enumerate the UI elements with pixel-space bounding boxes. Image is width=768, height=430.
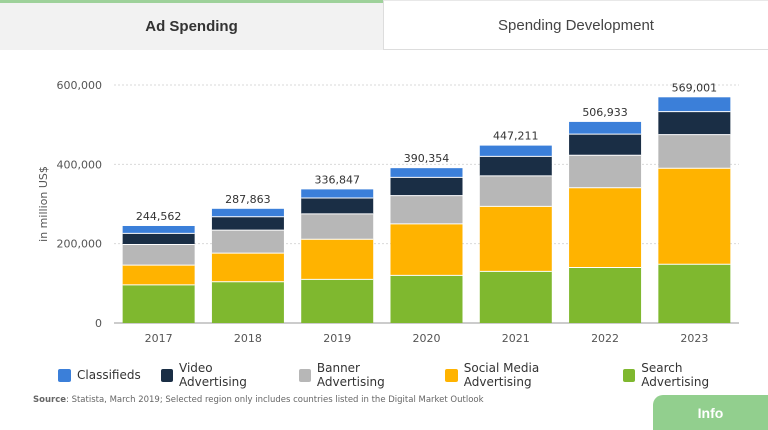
bar-stack-2017[interactable] — [122, 225, 195, 323]
bar-segment-video-advertising-2023[interactable] — [658, 111, 731, 135]
legend-label: Social Media Advertising — [463, 361, 540, 389]
y-tick-label: 200,000 — [57, 238, 103, 251]
x-tick-label: 2023 — [680, 332, 708, 345]
bar-segment-search-advertising-2019[interactable] — [301, 279, 374, 323]
info-button[interactable]: Info — [653, 395, 768, 430]
bar-segment-classifieds-2018[interactable] — [211, 208, 284, 217]
bar-stack-2020[interactable] — [390, 168, 463, 323]
bars — [122, 97, 731, 323]
bar-segment-banner-advertising-2020[interactable] — [390, 195, 463, 224]
source-text: : Statista, March 2019; Selected region … — [66, 395, 484, 405]
legend-item-classifieds[interactable]: Classifieds — [58, 368, 141, 382]
legend-swatch — [445, 368, 458, 382]
total-label-2017: 244,562 — [136, 210, 182, 223]
legend-item-social-media-advertising[interactable]: Social Media Advertising — [445, 361, 603, 389]
tab-ad-spending-label: Ad Spending — [145, 18, 238, 35]
total-label-2019: 336,847 — [314, 173, 360, 186]
bar-segment-search-advertising-2018[interactable] — [211, 281, 284, 323]
bar-segment-banner-advertising-2017[interactable] — [122, 244, 195, 266]
bar-segment-video-advertising-2019[interactable] — [301, 198, 374, 214]
legend-item-banner-advertising[interactable]: Banner Advertising — [298, 361, 426, 389]
bar-segment-banner-advertising-2021[interactable] — [479, 175, 552, 207]
legend-label: Banner Advertising — [316, 361, 385, 389]
source-label: Source — [33, 395, 67, 405]
bar-segment-banner-advertising-2023[interactable] — [658, 134, 731, 169]
total-label-2020: 390,354 — [404, 152, 450, 165]
bar-segment-classifieds-2022[interactable] — [569, 121, 642, 135]
bar-segment-search-advertising-2017[interactable] — [122, 284, 195, 323]
bar-segment-video-advertising-2022[interactable] — [569, 134, 642, 156]
bar-segment-social-media-advertising-2017[interactable] — [122, 265, 195, 285]
bar-segment-banner-advertising-2019[interactable] — [301, 213, 374, 240]
bar-stack-2019[interactable] — [301, 189, 374, 323]
bar-segment-video-advertising-2018[interactable] — [211, 216, 284, 231]
bar-segment-video-advertising-2021[interactable] — [479, 156, 552, 176]
bar-segment-search-advertising-2023[interactable] — [658, 264, 731, 323]
bar-segment-search-advertising-2021[interactable] — [479, 271, 552, 323]
x-tick-label: 2018 — [234, 332, 262, 345]
x-tick-label: 2017 — [145, 332, 173, 345]
x-tick-label: 2020 — [413, 332, 441, 345]
bar-stack-2023[interactable] — [658, 97, 731, 323]
source-note: Source: Statista, March 2019; Selected r… — [33, 395, 484, 405]
bar-segment-social-media-advertising-2023[interactable] — [658, 168, 731, 265]
x-tick-label: 2021 — [502, 332, 530, 345]
bar-segment-classifieds-2019[interactable] — [301, 189, 374, 199]
bar-segment-social-media-advertising-2020[interactable] — [390, 223, 463, 276]
tab-ad-spending[interactable]: Ad Spending — [0, 0, 383, 50]
legend: Classifieds Video Advertising Banner Adver… — [58, 361, 768, 389]
legend-label: Video Advertising — [179, 361, 247, 389]
bar-segment-classifieds-2017[interactable] — [122, 225, 195, 234]
legend-swatch — [160, 368, 174, 382]
bar-segment-social-media-advertising-2022[interactable] — [569, 187, 642, 268]
info-button-label: Info — [697, 404, 724, 421]
bar-segment-banner-advertising-2022[interactable] — [569, 155, 642, 188]
total-label-2022: 506,933 — [582, 106, 628, 119]
legend-label: Classifieds — [77, 368, 141, 382]
total-label-2018: 287,863 — [225, 193, 271, 206]
x-tick-label: 2019 — [323, 332, 351, 345]
bar-stack-2021[interactable] — [479, 145, 552, 323]
bar-segment-banner-advertising-2018[interactable] — [211, 230, 284, 254]
x-tick-label: 2022 — [591, 332, 619, 345]
tab-bar: Ad Spending Spending Development — [0, 0, 768, 50]
bar-stack-2022[interactable] — [569, 121, 642, 323]
y-axis-label: in million US$ — [37, 166, 50, 242]
legend-swatch — [622, 368, 636, 382]
legend-item-video-advertising[interactable]: Video Advertising — [160, 361, 279, 389]
bar-segment-search-advertising-2022[interactable] — [569, 267, 642, 323]
total-label-2023: 569,001 — [672, 81, 718, 94]
bar-segment-classifieds-2023[interactable] — [658, 97, 731, 112]
bar-segment-video-advertising-2017[interactable] — [122, 233, 195, 245]
y-tick-label: 0 — [95, 317, 102, 330]
tab-spending-development[interactable]: Spending Development — [383, 0, 768, 50]
tab-spending-development-label: Spending Development — [498, 16, 654, 34]
legend-label: Search Advertising — [641, 361, 710, 389]
legend-swatch — [58, 368, 71, 382]
bar-segment-classifieds-2020[interactable] — [390, 168, 463, 178]
total-label-2021: 447,211 — [493, 130, 539, 143]
bar-segment-video-advertising-2020[interactable] — [390, 177, 463, 196]
y-tick-label: 400,000 — [57, 158, 103, 171]
legend-item-search-advertising[interactable]: Search Advertising — [622, 361, 748, 389]
bar-segment-classifieds-2021[interactable] — [479, 145, 552, 157]
bar-segment-search-advertising-2020[interactable] — [390, 275, 463, 323]
y-tick-label: 600,000 — [57, 79, 103, 92]
chart-labels: 0 200,000 400,000 600,000 244,562 2017 287,863… — [57, 79, 718, 345]
bar-segment-social-media-advertising-2021[interactable] — [479, 206, 552, 272]
legend-swatch — [298, 368, 311, 382]
bar-stack-2018[interactable] — [211, 208, 284, 323]
bar-segment-social-media-advertising-2018[interactable] — [211, 253, 284, 282]
bar-segment-social-media-advertising-2019[interactable] — [301, 239, 374, 280]
stacked-bar-chart: 0 200,000 400,000 600,000 244,562 2017 287,863… — [37, 79, 739, 345]
